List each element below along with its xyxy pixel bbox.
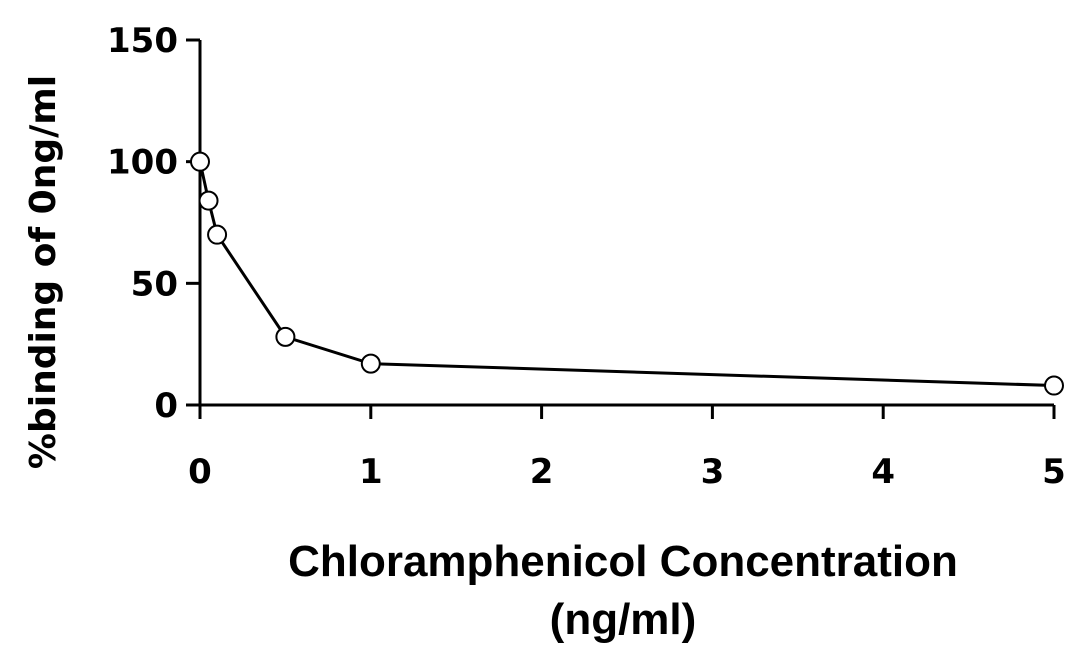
y-tick-label: 0 <box>154 386 178 426</box>
data-point <box>360 353 381 374</box>
data-point <box>198 190 219 211</box>
x-tick-label: 5 <box>1042 452 1066 492</box>
data-point <box>1044 375 1064 396</box>
y-axis: 0 50 100 150 <box>107 21 202 426</box>
x-tick-label: 4 <box>871 452 895 492</box>
data-point <box>190 151 210 172</box>
y-tick-label: 100 <box>107 143 178 183</box>
x-axis-title-line-2: (ng/ml) <box>550 595 697 644</box>
y-tick-label: 150 <box>107 21 178 61</box>
x-axis: 0 1 2 3 4 5 <box>188 403 1066 492</box>
data-point <box>207 224 228 245</box>
series <box>190 151 1064 396</box>
x-tick-label: 1 <box>359 452 383 492</box>
x-axis-title-line-1: Chloramphenicol Concentration <box>288 537 958 586</box>
x-tick-label: 3 <box>701 452 725 492</box>
x-tick-label: 0 <box>188 452 212 492</box>
y-axis-title: %binding of 0ng/ml <box>23 75 64 469</box>
data-point <box>275 326 296 347</box>
x-tick-label: 2 <box>530 452 554 492</box>
series-line <box>198 161 1055 388</box>
y-tick-label: 50 <box>131 264 178 304</box>
